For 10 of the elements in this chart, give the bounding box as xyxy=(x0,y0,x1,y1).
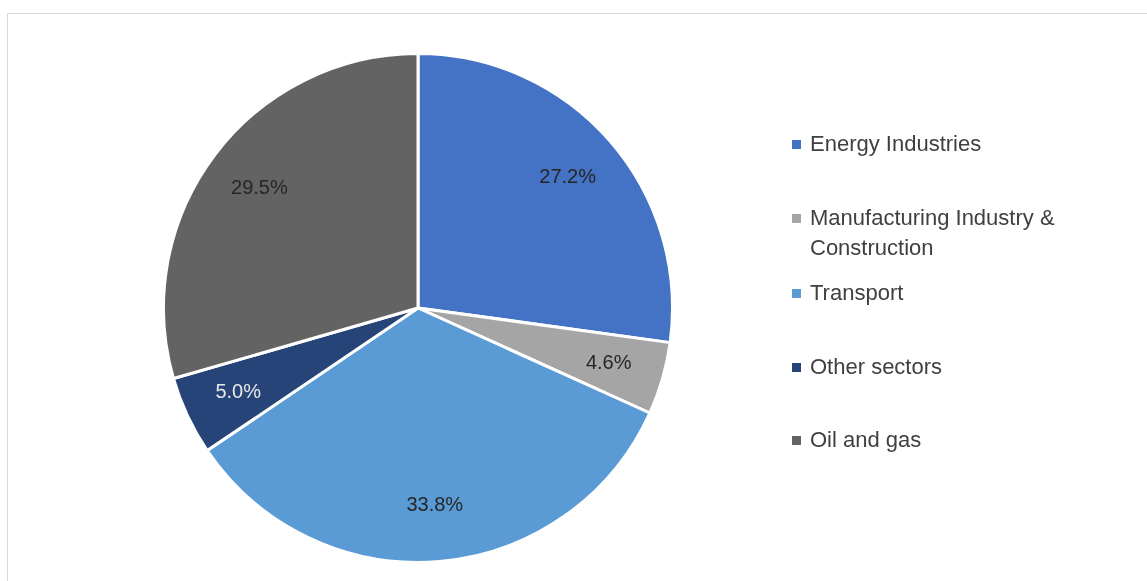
legend-label: Transport xyxy=(810,279,904,307)
legend-label: Oil and gas xyxy=(810,426,922,454)
legend-label: Energy Industries xyxy=(810,130,982,158)
data-label: 33.8% xyxy=(406,493,464,516)
data-label: 29.5% xyxy=(231,176,288,199)
data-label: 27.2% xyxy=(539,165,597,188)
data-label: 5.0% xyxy=(215,379,262,402)
legend-label: Other sectors xyxy=(810,353,943,381)
legend-label: Manufacturing Industry & Construction xyxy=(810,204,1056,262)
data-label: 4.6% xyxy=(585,350,632,373)
